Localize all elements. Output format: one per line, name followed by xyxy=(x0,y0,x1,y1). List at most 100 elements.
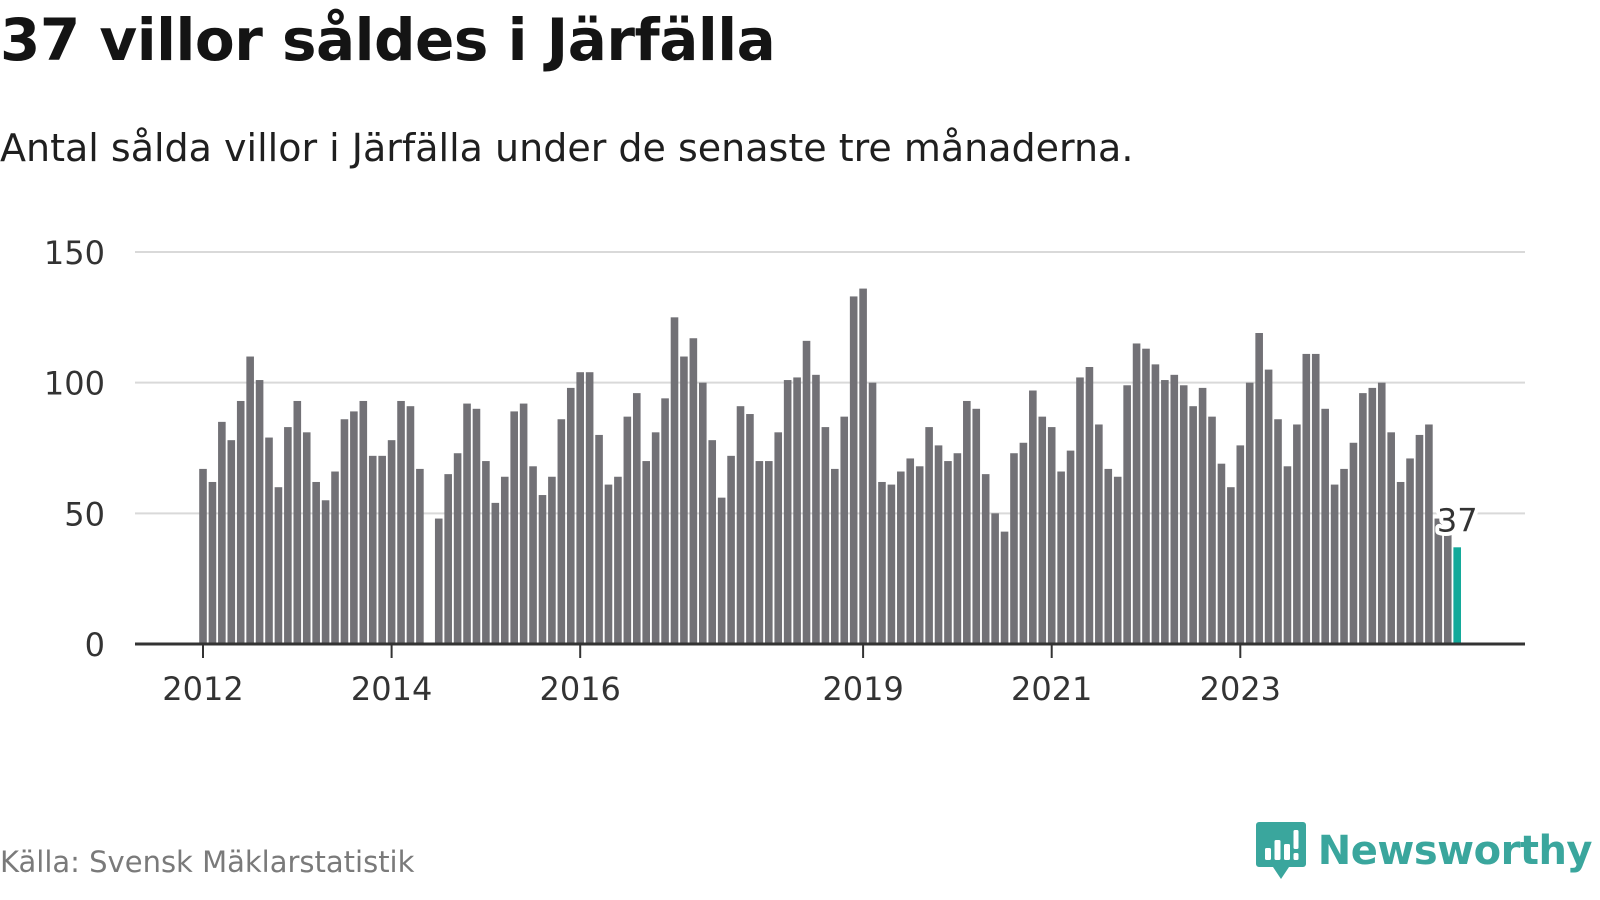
bar xyxy=(350,411,358,644)
bar xyxy=(1123,385,1131,644)
bar xyxy=(1340,468,1348,644)
bar xyxy=(944,461,952,644)
bar xyxy=(623,416,632,644)
bar xyxy=(236,400,245,644)
bar xyxy=(1396,481,1405,644)
bar xyxy=(406,406,415,644)
bar xyxy=(981,474,990,644)
bar xyxy=(689,338,698,644)
y-axis-ticks: 0 50 100 150 xyxy=(44,234,105,664)
bar xyxy=(1189,406,1197,644)
x-tick-label: 2021 xyxy=(1011,670,1092,708)
bar xyxy=(1415,434,1424,644)
bar xyxy=(1359,393,1367,644)
bar xyxy=(227,440,236,644)
bar xyxy=(1274,419,1282,644)
bar xyxy=(651,432,660,644)
bar xyxy=(1443,531,1452,644)
x-tick-label: 2014 xyxy=(351,670,432,708)
brand-name: Newsworthy xyxy=(1317,828,1593,874)
bar xyxy=(1283,466,1292,644)
bar xyxy=(274,487,283,644)
bar xyxy=(878,481,886,644)
bar xyxy=(557,419,566,644)
bar xyxy=(463,403,471,644)
bar xyxy=(1038,416,1047,644)
bar xyxy=(538,495,547,644)
bar xyxy=(199,468,207,644)
bar xyxy=(972,408,981,644)
bar xyxy=(746,414,754,644)
y-tick-label: 0 xyxy=(85,626,105,664)
bar xyxy=(831,468,839,644)
bar xyxy=(529,466,537,644)
bar xyxy=(302,432,311,644)
bar xyxy=(614,476,622,644)
bar xyxy=(1047,427,1056,644)
bar xyxy=(1434,518,1443,644)
bar xyxy=(736,406,745,644)
y-tick-label: 150 xyxy=(44,234,105,272)
bar xyxy=(1076,377,1084,644)
x-tick-label: 2023 xyxy=(1200,670,1281,708)
bar xyxy=(698,382,707,644)
bar xyxy=(934,445,943,644)
bar xyxy=(849,296,858,644)
brand-logo[interactable]: Newsworthy xyxy=(1255,820,1593,882)
bar xyxy=(453,453,462,644)
bar-chart: 0 50 100 150 2012 2014 2016 2019 2021 2023 37 xyxy=(44,234,1525,708)
bar xyxy=(321,500,330,644)
bar xyxy=(632,393,641,644)
bar xyxy=(1311,353,1320,644)
bar xyxy=(500,476,509,644)
bar xyxy=(312,481,320,644)
bar xyxy=(812,374,820,644)
bar xyxy=(331,471,339,644)
bar xyxy=(548,476,556,644)
bar xyxy=(472,408,481,644)
bar xyxy=(1425,424,1433,644)
bar xyxy=(915,466,924,644)
bar xyxy=(1113,476,1122,644)
bar xyxy=(821,427,830,644)
bar xyxy=(1095,424,1103,644)
bar xyxy=(218,421,226,644)
bar xyxy=(566,387,575,644)
bar xyxy=(1377,382,1386,644)
bar xyxy=(397,400,405,644)
bar xyxy=(1255,333,1263,644)
bar xyxy=(1368,387,1377,644)
bar xyxy=(887,484,896,644)
bar xyxy=(491,502,500,644)
bar xyxy=(1217,463,1226,644)
bars xyxy=(199,288,1461,644)
bar xyxy=(1161,380,1169,644)
bar xyxy=(1000,531,1009,644)
bar xyxy=(604,484,613,644)
bar xyxy=(293,400,302,644)
bar xyxy=(1293,424,1301,644)
bar xyxy=(434,518,443,644)
x-tick-label: 2012 xyxy=(162,670,243,708)
bar xyxy=(1245,382,1254,644)
bar xyxy=(897,471,905,644)
bar xyxy=(680,356,688,644)
chart-subtitle: Antal sålda villor i Järfälla under de s… xyxy=(0,126,1134,170)
bar xyxy=(1208,416,1216,644)
bar xyxy=(1321,408,1329,644)
bar xyxy=(1198,387,1207,644)
bar xyxy=(1029,390,1037,644)
bar xyxy=(1179,385,1188,644)
bar xyxy=(765,461,773,644)
bar xyxy=(802,340,811,644)
bar xyxy=(340,419,349,644)
bar xyxy=(1151,364,1160,644)
bar xyxy=(1264,369,1273,644)
bar xyxy=(416,468,424,644)
bar xyxy=(265,437,273,644)
bar xyxy=(444,474,452,644)
highlight-bar xyxy=(1453,547,1461,644)
bar xyxy=(1085,366,1094,644)
bar xyxy=(670,317,679,644)
bar xyxy=(255,380,264,644)
